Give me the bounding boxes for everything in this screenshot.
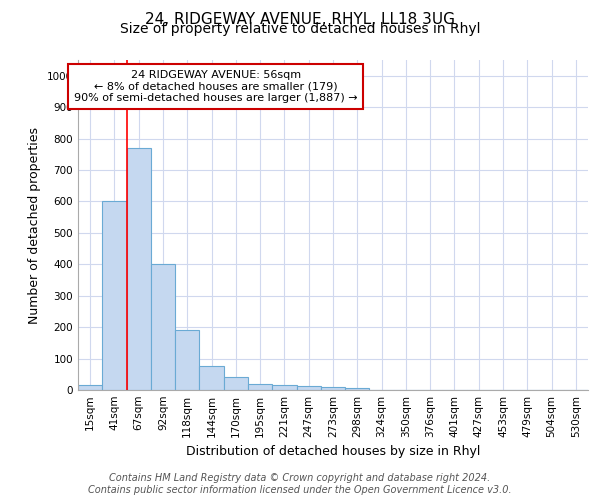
Bar bbox=[296, 386, 321, 390]
Y-axis label: Number of detached properties: Number of detached properties bbox=[28, 126, 41, 324]
Bar bbox=[199, 366, 224, 390]
Text: Contains HM Land Registry data © Crown copyright and database right 2024.
Contai: Contains HM Land Registry data © Crown c… bbox=[88, 474, 512, 495]
Bar bbox=[248, 384, 272, 390]
Bar bbox=[272, 386, 296, 390]
Bar bbox=[78, 386, 102, 390]
Text: 24 RIDGEWAY AVENUE: 56sqm
← 8% of detached houses are smaller (179)
90% of semi-: 24 RIDGEWAY AVENUE: 56sqm ← 8% of detach… bbox=[74, 70, 358, 103]
Bar bbox=[102, 202, 127, 390]
Bar bbox=[151, 264, 175, 390]
Text: 24, RIDGEWAY AVENUE, RHYL, LL18 3UG: 24, RIDGEWAY AVENUE, RHYL, LL18 3UG bbox=[145, 12, 455, 28]
Bar bbox=[224, 378, 248, 390]
X-axis label: Distribution of detached houses by size in Rhyl: Distribution of detached houses by size … bbox=[186, 446, 480, 458]
Bar bbox=[321, 387, 345, 390]
Bar bbox=[175, 330, 199, 390]
Bar bbox=[127, 148, 151, 390]
Bar bbox=[345, 388, 370, 390]
Text: Size of property relative to detached houses in Rhyl: Size of property relative to detached ho… bbox=[120, 22, 480, 36]
